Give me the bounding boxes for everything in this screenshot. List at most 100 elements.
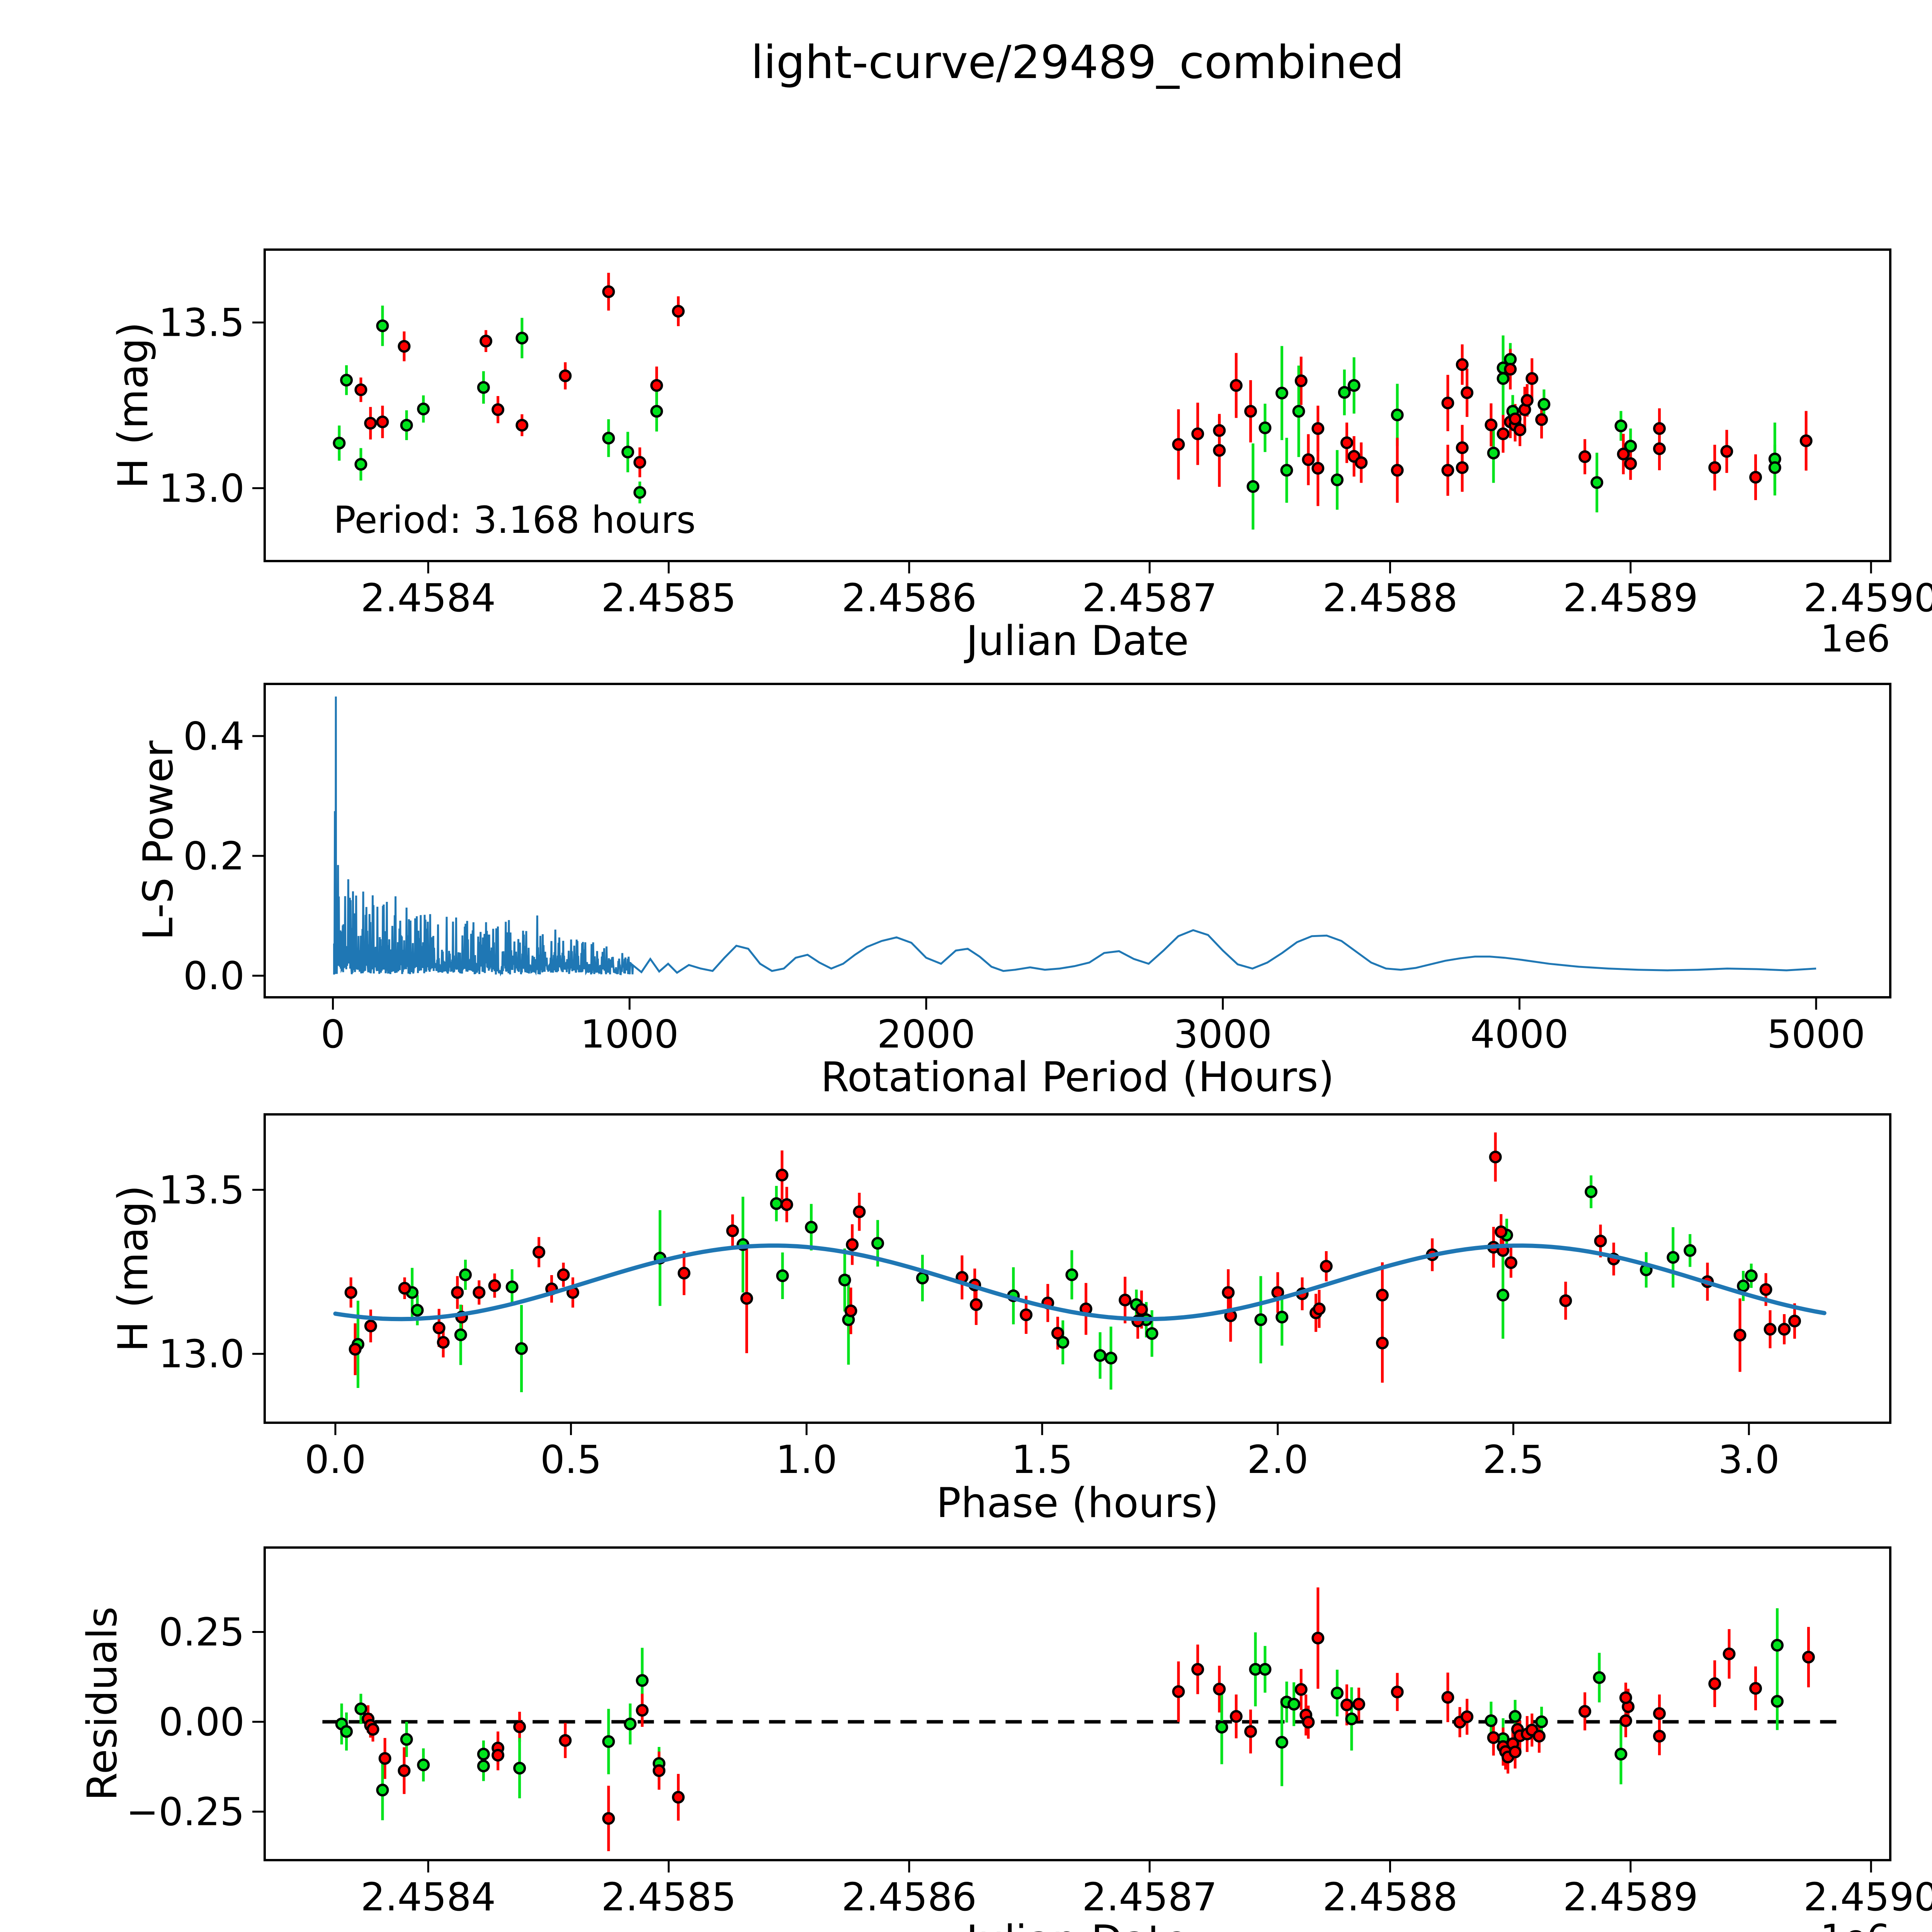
data-point-red: [1532, 1730, 1546, 1743]
data-point-red: [1559, 1294, 1572, 1307]
x-tick-label: 2.4584: [361, 575, 496, 621]
x-tick-label: 2.5: [1483, 1437, 1544, 1482]
data-point-green: [602, 432, 615, 445]
data-point-green: [1287, 1697, 1301, 1711]
data-point-red: [398, 1282, 411, 1295]
data-point-red: [398, 340, 411, 353]
data-point-green: [400, 1733, 413, 1746]
data-point-green: [1254, 1313, 1267, 1326]
data-point-green: [1280, 464, 1293, 477]
residuals-canvas: 2.4584 2.4585 2.4586 2.4587 2.4588 2.4589 2.45…: [126, 1546, 1932, 1920]
data-point-red: [1340, 1698, 1354, 1711]
data-point-red: [1244, 1725, 1257, 1738]
data-point-red: [1733, 1328, 1747, 1342]
data-point-red: [1230, 1710, 1243, 1723]
xlabel-rotational-period: Rotational Period (Hours): [821, 1053, 1334, 1101]
data-point-green: [1487, 446, 1500, 459]
data-point-red: [1355, 456, 1368, 469]
data-point-red: [1624, 457, 1637, 470]
data-point-red: [1213, 424, 1226, 437]
data-point-green: [1593, 1671, 1606, 1684]
data-point-red: [559, 369, 572, 383]
data-point-red: [378, 1752, 391, 1765]
plot-area: [333, 273, 1813, 530]
data-point-red: [1619, 1714, 1632, 1727]
x-tick-label: 4000: [1470, 1012, 1569, 1057]
data-point-red: [1172, 438, 1185, 451]
data-point-red: [1222, 1286, 1235, 1299]
data-point-green: [1771, 1639, 1784, 1652]
data-point-green: [411, 1304, 424, 1317]
data-point-red: [437, 1336, 450, 1349]
data-point-red: [1509, 1745, 1522, 1759]
data-point-red: [1244, 405, 1257, 418]
data-point-green: [1485, 1714, 1498, 1727]
data-point-red: [1213, 444, 1226, 457]
x-tick-label: 2.4589: [1563, 1874, 1698, 1920]
data-point-red: [1504, 363, 1517, 376]
axis-offset-1e6-bottom: 1e6: [1697, 1917, 1890, 1932]
data-point-red: [1294, 1683, 1308, 1696]
data-point-red: [633, 456, 646, 469]
data-point-red: [1489, 1150, 1502, 1163]
data-point-red: [1535, 413, 1548, 426]
data-point-green: [1737, 1279, 1750, 1293]
data-point-green: [633, 486, 646, 499]
data-point-red: [1340, 436, 1354, 449]
data-point-red: [844, 1304, 857, 1318]
data-point-red: [364, 1320, 377, 1333]
data-point-red: [1749, 1682, 1762, 1695]
data-point-red: [1456, 461, 1469, 474]
data-point-red: [364, 417, 377, 430]
data-point-green: [1276, 1311, 1289, 1324]
data-point-red: [1311, 462, 1325, 475]
data-point-red: [969, 1298, 983, 1311]
x-tick-label: 2.4589: [1563, 575, 1698, 621]
data-point-green: [459, 1268, 472, 1281]
data-point-green: [1614, 419, 1628, 432]
data-point-red: [1723, 1647, 1736, 1660]
data-point-red: [473, 1286, 486, 1299]
data-point-red: [515, 418, 529, 432]
data-point-red: [653, 1764, 666, 1777]
data-point-red: [1311, 422, 1325, 435]
xlabel-phase: Phase (hours): [936, 1479, 1219, 1527]
y-tick-label: 0.0: [183, 953, 245, 998]
data-point-red: [513, 1720, 526, 1733]
ylabel-ls-power: L-S Power: [134, 740, 182, 940]
data-point-red: [1617, 447, 1630, 461]
data-point-green: [1667, 1251, 1680, 1264]
data-point-red: [1302, 1716, 1315, 1729]
data-point-red: [398, 1764, 411, 1777]
x-tick-label: 3000: [1173, 1012, 1272, 1057]
data-point-red: [1191, 1663, 1204, 1676]
y-tick-label: 0.2: [183, 833, 245, 879]
data-point-green: [636, 1674, 649, 1687]
data-point-green: [1275, 386, 1288, 400]
data-point-green: [1509, 1710, 1522, 1723]
data-point-green: [776, 1269, 789, 1282]
data-point-green: [376, 1784, 389, 1797]
data-point-red: [1313, 1302, 1326, 1315]
panel-lightcurve: 2.4584 2.4585 2.4586 2.4587 2.4588 2.4589 2.45…: [158, 248, 1932, 621]
data-point-green: [1338, 386, 1351, 399]
data-point-red: [1802, 1651, 1815, 1664]
phase-canvas: 0.0 0.5 1.0 1.5 2.0 2.5 3.0 13.0 13.5: [158, 1113, 1891, 1482]
data-point-green: [1292, 405, 1305, 418]
data-point-red: [1302, 453, 1315, 466]
data-point-red: [602, 1812, 615, 1825]
data-point-red: [1504, 1256, 1517, 1269]
data-point-red: [1391, 1685, 1404, 1699]
data-point-green: [871, 1237, 884, 1250]
data-point-red: [1020, 1308, 1033, 1321]
data-point-green: [1768, 461, 1781, 474]
lightcurve-canvas: 2.4584 2.4585 2.4586 2.4587 2.4588 2.4589 2.45…: [158, 248, 1932, 621]
x-tick-label: 2.4586: [842, 575, 977, 621]
data-point-red: [1485, 418, 1498, 432]
data-point-red: [480, 335, 493, 348]
data-point-red: [1578, 1705, 1592, 1718]
data-point-red: [1653, 442, 1666, 455]
data-point-green: [650, 405, 663, 418]
data-point-green: [838, 1274, 851, 1287]
data-point-red: [354, 383, 367, 396]
